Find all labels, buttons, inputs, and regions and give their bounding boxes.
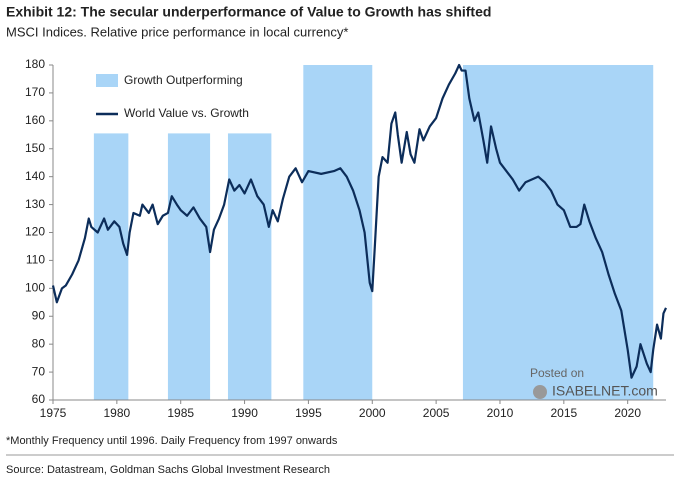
watermark: Posted on [530, 366, 584, 380]
y-tick-label: 150 [25, 141, 45, 155]
shaded-region [303, 65, 373, 400]
x-tick-label: 1975 [40, 406, 67, 420]
shaded-region [462, 65, 654, 400]
watermark-icon [533, 385, 547, 399]
legend-swatch [96, 74, 118, 87]
x-tick-label: 1985 [167, 406, 194, 420]
chart-title: Exhibit 12: The secular underperformance… [6, 4, 491, 20]
footnote: *Monthly Frequency until 1996. Daily Fre… [6, 435, 338, 447]
shaded-region [227, 133, 272, 401]
x-tick-label: 2000 [359, 406, 386, 420]
y-tick-label: 160 [25, 113, 45, 127]
shaded-region [93, 133, 129, 401]
shaded-region [167, 133, 211, 401]
y-tick-label: 90 [32, 308, 46, 322]
y-tick-label: 140 [25, 169, 45, 183]
x-tick-label: 2015 [550, 406, 577, 420]
legend-label: World Value vs. Growth [124, 106, 249, 120]
x-tick-label: 2010 [487, 406, 514, 420]
y-tick-label: 170 [25, 85, 45, 99]
y-tick-label: 120 [25, 225, 45, 239]
chart-subtitle: MSCI Indices. Relative price performance… [6, 24, 348, 39]
y-tick-label: 130 [25, 197, 45, 211]
line [51, 63, 668, 379]
x-tick-label: 2005 [423, 406, 450, 420]
x-tick-label: 1980 [104, 406, 131, 420]
x-tick-label: 1995 [295, 406, 322, 420]
legend-label: Growth Outperforming [124, 73, 243, 87]
y-tick-label: 110 [26, 253, 45, 267]
x-tick-label: 1990 [231, 406, 258, 420]
y-tick-label: 70 [32, 364, 46, 378]
watermark: ISABELNET.com [552, 383, 658, 399]
y-tick-label: 80 [32, 336, 46, 350]
y-tick-label: 60 [32, 392, 46, 406]
plot-area: 60 70 80 90 100 110 120 130 140 150 160 170 180 1975 1… [25, 57, 668, 420]
y-tick-label: 100 [25, 281, 45, 295]
y-tick-label: 180 [25, 57, 45, 71]
source: Source: Datastream, Goldman Sachs Global… [6, 464, 330, 476]
x-tick-label: 2020 [614, 406, 641, 420]
